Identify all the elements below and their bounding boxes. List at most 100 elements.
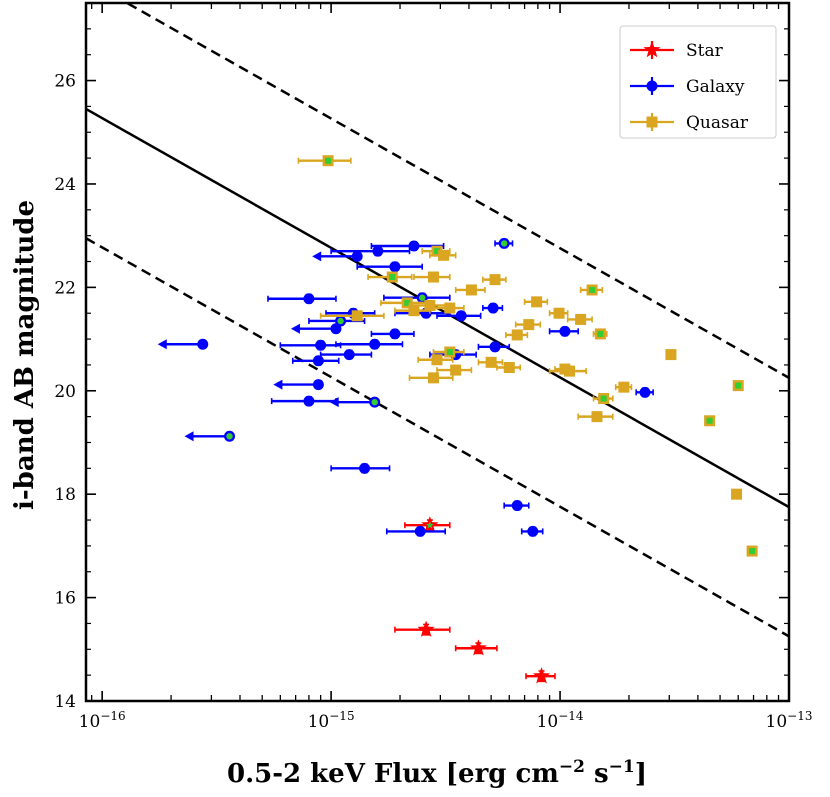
quasar-marker <box>444 302 456 314</box>
quasar-marker <box>503 362 515 374</box>
galaxy-marker <box>312 379 324 391</box>
legend-item-star: Star <box>630 41 724 61</box>
quasar-point <box>548 365 587 377</box>
axis-ticks <box>86 2 790 702</box>
galaxy-marker <box>312 355 324 367</box>
y-tick-label: 22 <box>54 278 76 298</box>
quasar-marker-highlight <box>735 382 742 389</box>
reference-line-dashed <box>86 237 789 638</box>
galaxy-marker <box>487 302 499 314</box>
galaxy-point <box>184 430 236 442</box>
quasar-point <box>704 415 716 427</box>
quasar-point <box>429 249 457 261</box>
x-tick-label: 10−16 <box>79 709 126 732</box>
galaxy-point <box>279 339 342 351</box>
galaxy-marker <box>351 250 363 262</box>
quasar-marker <box>427 271 439 283</box>
galaxy-point <box>482 302 504 314</box>
legend-galaxy-label: Galaxy <box>686 77 745 97</box>
quasar-marker <box>424 299 436 311</box>
legend-star-marker <box>643 41 661 58</box>
galaxy-point <box>503 500 530 512</box>
quasar-marker <box>564 365 576 377</box>
galaxy-limit-arrow <box>312 251 322 262</box>
quasar-marker <box>351 310 363 322</box>
quasar-marker <box>438 249 450 261</box>
quasar-marker <box>531 296 543 308</box>
quasar-point <box>436 364 473 376</box>
galaxy-marker <box>369 338 381 350</box>
quasar-marker <box>489 274 501 286</box>
galaxy-marker <box>197 338 209 350</box>
galaxy-marker-highlight <box>419 294 426 301</box>
galaxy-marker <box>330 323 342 335</box>
y-tick-label: 26 <box>54 72 76 92</box>
legend: Star Galaxy Quasar <box>619 25 777 139</box>
quasar-marker <box>665 349 677 361</box>
galaxy-marker <box>559 325 571 337</box>
quasar-point <box>482 274 507 286</box>
quasar-point <box>408 372 454 384</box>
legend-galaxy-marker <box>646 80 658 92</box>
quasar-marker-highlight <box>589 286 596 293</box>
galaxy-marker-highlight <box>371 398 378 406</box>
galaxy-point <box>520 525 544 537</box>
quasar-point <box>523 296 549 308</box>
quasar-point <box>477 356 504 368</box>
star-marker-highlight <box>426 521 434 529</box>
x-axis-label: 0.5-2 keV Flux [erg cm−2 s−1] <box>227 757 647 789</box>
legend-quasar-label: Quasar <box>686 113 749 133</box>
quasar-marker <box>450 364 462 376</box>
quasar-marker <box>431 354 443 366</box>
quasar-point <box>417 354 454 366</box>
galaxy-limit-arrow <box>273 379 283 390</box>
galaxy-point <box>385 525 446 537</box>
x-tick-label: 10−13 <box>766 709 813 732</box>
quasar-marker <box>485 356 497 368</box>
galaxy-marker <box>343 349 355 361</box>
galaxy-marker <box>489 341 501 353</box>
quasar-marker-highlight <box>597 330 604 337</box>
y-tick-label: 18 <box>54 485 76 505</box>
quasar-marker <box>427 372 439 384</box>
galaxy-marker <box>414 525 426 537</box>
star-point <box>525 667 556 684</box>
galaxy-point <box>157 338 209 350</box>
galaxy-point <box>290 323 342 335</box>
quasar-marker-highlight <box>749 548 756 555</box>
quasar-point <box>413 271 451 283</box>
reference-line-dashed <box>124 3 789 379</box>
galaxy-marker <box>303 395 315 407</box>
galaxy-point <box>330 462 391 474</box>
star-point <box>454 639 498 656</box>
quasar-point <box>496 362 522 374</box>
x-tick-label: 10−14 <box>537 709 584 732</box>
star-marker <box>417 620 435 637</box>
quasar-point <box>432 346 465 358</box>
legend-item-quasar: Quasar <box>630 113 749 133</box>
tick-labels: 10−16 10−15 10−14 10−13 14 16 18 20 22 24 26 <box>54 72 812 732</box>
quasar-marker-highlight <box>600 395 607 402</box>
galaxy-point <box>494 237 514 249</box>
legend-quasar-marker <box>646 116 658 128</box>
galaxy-point <box>270 395 337 407</box>
legend-box <box>619 25 777 139</box>
galaxy-marker-highlight <box>337 317 344 325</box>
galaxy-point <box>436 310 482 322</box>
galaxy-point <box>335 338 404 350</box>
galaxy-marker <box>389 328 401 340</box>
galaxy-marker <box>372 245 384 257</box>
galaxy-marker <box>315 339 327 351</box>
galaxy-point <box>319 349 373 361</box>
quasar-point <box>665 349 677 361</box>
quasar-marker <box>618 381 630 393</box>
galaxy-point <box>267 293 337 305</box>
galaxy-point <box>356 261 424 273</box>
galaxy-marker <box>389 261 401 273</box>
galaxy-point <box>370 328 415 340</box>
quasar-point <box>548 307 569 319</box>
legend-items: Star Galaxy Quasar <box>630 41 749 133</box>
quasar-marker-highlight <box>389 274 396 281</box>
y-axis-label: i-band AB magnitude <box>10 200 40 510</box>
